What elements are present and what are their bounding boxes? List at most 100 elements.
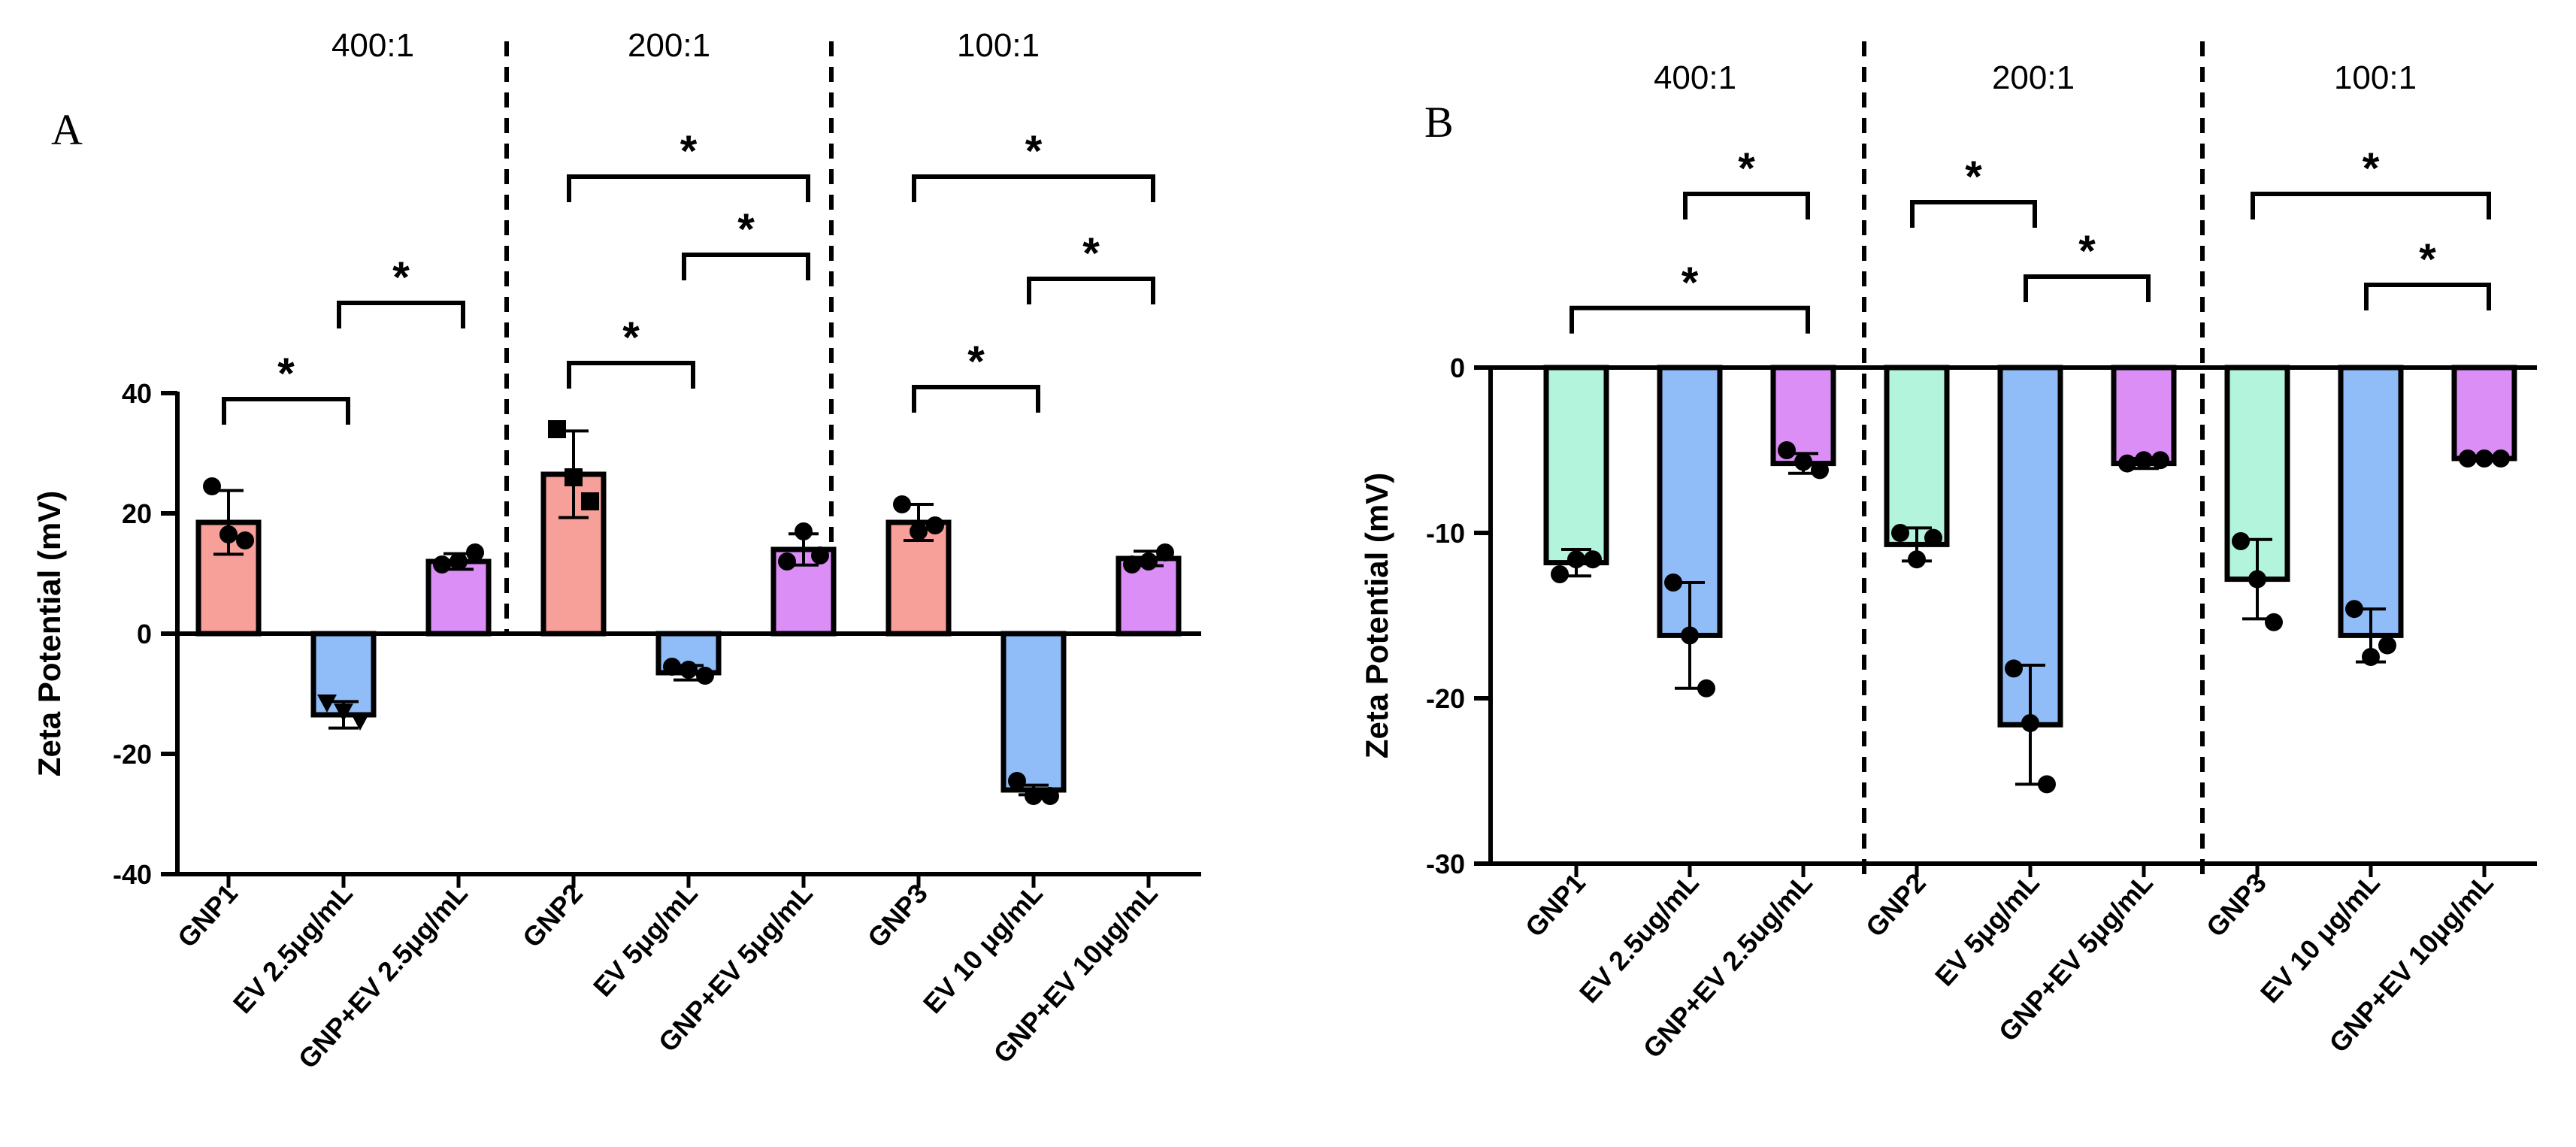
significance-star: * <box>1682 259 1699 307</box>
significance-star: * <box>1082 229 1100 278</box>
panel-letter: B <box>1424 98 1454 147</box>
significance-bracket <box>567 361 695 389</box>
significance-bracket <box>1910 200 2037 228</box>
x-tick-label: GNP2 <box>1860 867 1932 943</box>
data-point <box>2362 648 2380 666</box>
significance-star: * <box>1025 127 1043 176</box>
significance-star: * <box>277 350 295 398</box>
panel-a: A 400:1 200:1 100:1 -40 -20 0 20 40 Zeta Potentia… <box>32 27 1201 1075</box>
group-label: 100:1 <box>2334 59 2417 96</box>
significance-star: * <box>392 253 410 302</box>
group-label: 200:1 <box>628 27 710 64</box>
data-point <box>236 531 254 549</box>
group-label: 200:1 <box>1992 59 2075 96</box>
data-point <box>1008 772 1026 790</box>
x-tick-label: EV 2.5ug/mL <box>1573 867 1705 1009</box>
significance-bracket <box>2364 283 2491 310</box>
data-point <box>1156 543 1174 561</box>
data-point <box>1811 461 1829 480</box>
bar <box>2451 365 2517 462</box>
data-point <box>450 552 468 570</box>
y-tick-label: -30 <box>1426 849 1465 879</box>
significance-star: * <box>2078 227 2096 276</box>
data-point <box>2378 636 2396 655</box>
data-point <box>2492 449 2510 468</box>
data-point <box>2135 451 2153 470</box>
significance-star: * <box>622 313 640 362</box>
data-point <box>1584 550 1602 569</box>
data-point <box>893 495 911 513</box>
y-tick-label: -20 <box>1426 683 1465 714</box>
x-tick-label: GNP1 <box>171 878 244 953</box>
data-point <box>811 546 829 564</box>
y-tick-label: 20 <box>122 498 152 529</box>
data-point <box>2232 532 2250 550</box>
data-point <box>1025 787 1043 805</box>
x-tick-label: GNP3 <box>861 878 934 953</box>
data-point <box>2248 570 2266 589</box>
data-point <box>1681 626 1699 645</box>
y-tick-label: 40 <box>122 378 152 409</box>
data-point <box>696 667 714 685</box>
data-point <box>1567 550 1585 569</box>
data-point <box>203 477 221 495</box>
significance-bracket <box>222 397 350 425</box>
significance-star: * <box>1965 153 1982 201</box>
data-point <box>2118 454 2136 473</box>
significance-star: * <box>2419 235 2436 284</box>
x-tick-label: GNP2 <box>516 878 589 953</box>
x-tick-label: GNP3 <box>2200 867 2272 943</box>
data-point <box>466 543 484 561</box>
bar <box>1543 365 1609 566</box>
data-point <box>1664 574 1682 592</box>
data-point <box>1140 552 1158 570</box>
data-point <box>2475 449 2493 468</box>
y-tick-label: -10 <box>1426 518 1465 549</box>
significance-bracket <box>2024 274 2151 302</box>
significance-bracket <box>1683 192 1810 219</box>
bar <box>1884 365 1950 547</box>
significance-bracket <box>337 301 465 328</box>
data-point <box>2459 449 2477 468</box>
data-point <box>317 695 337 713</box>
data-point <box>1551 565 1569 583</box>
group-label: 100:1 <box>957 27 1040 64</box>
bar <box>425 558 492 637</box>
data-point <box>1778 441 1796 459</box>
data-point <box>581 492 599 510</box>
y-tick-label: 0 <box>1450 353 1465 383</box>
significance-bracket <box>912 174 1155 202</box>
data-point <box>2005 659 2023 678</box>
data-point <box>1123 555 1141 574</box>
data-point <box>548 420 566 438</box>
data-point <box>2021 714 2039 732</box>
data-point <box>1924 528 1942 547</box>
data-point <box>565 468 583 486</box>
significance-bracket <box>2251 192 2491 219</box>
data-point <box>1697 679 1715 698</box>
data-point <box>334 704 353 722</box>
data-point <box>663 658 681 676</box>
significance-bracket <box>567 174 810 202</box>
y-tick-label: -20 <box>113 739 152 770</box>
significance-bracket <box>912 385 1040 413</box>
panel-b: B 400:1 200:1 100:1 -30 -20 -10 0 Zeta Potential… <box>1359 41 2537 1064</box>
data-point <box>778 552 796 570</box>
data-point <box>1908 550 1926 569</box>
significance-bracket <box>1027 277 1155 304</box>
bar <box>2111 365 2177 467</box>
bar <box>2338 365 2404 638</box>
group-label: 400:1 <box>1654 59 1736 96</box>
significance-star: * <box>2363 144 2380 193</box>
y-tick-label: -40 <box>113 859 152 890</box>
data-point <box>2038 775 2056 794</box>
data-point <box>1041 787 1059 805</box>
y-axis-title: Zeta Potential (mV) <box>32 491 67 776</box>
significance-bracket <box>682 253 810 280</box>
data-point <box>2345 600 2363 619</box>
data-point <box>1891 524 1909 542</box>
data-point <box>1794 452 1812 471</box>
panel-letter: A <box>51 105 83 154</box>
data-point <box>2265 613 2283 631</box>
